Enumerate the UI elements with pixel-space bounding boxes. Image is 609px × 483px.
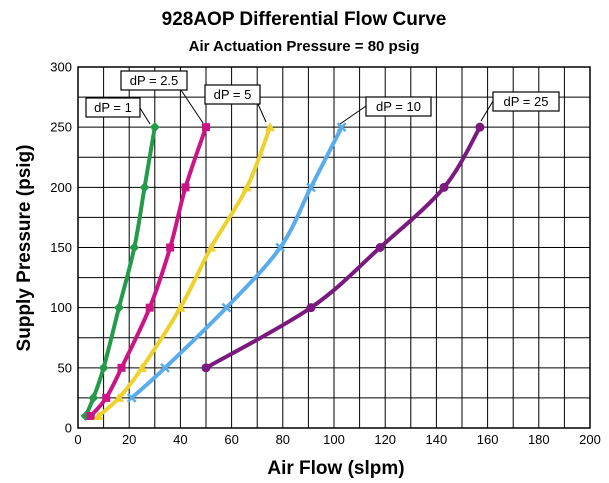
data-point xyxy=(439,182,449,192)
series-3 xyxy=(93,122,275,420)
label-box xyxy=(120,70,188,91)
series-4 xyxy=(126,122,347,403)
label-leader-line xyxy=(339,105,367,125)
data-point xyxy=(88,392,99,403)
y-tick-label: 50 xyxy=(58,360,72,375)
series-label-2: dP = 2.5 xyxy=(120,70,204,124)
y-tick-label: 300 xyxy=(50,60,72,75)
series-line xyxy=(96,125,272,418)
series-labels: dP = 1 dP = 2.5 dP = 5 dP = 10 dP = 25 xyxy=(85,70,560,125)
label-leader-line xyxy=(480,100,494,122)
series-label-3: dP = 5 xyxy=(204,84,267,123)
data-point xyxy=(475,122,485,132)
chart-title: 928AOP Differential Flow Curve xyxy=(162,9,447,30)
y-tick-label: 200 xyxy=(50,180,72,195)
data-point xyxy=(166,243,175,252)
data-point xyxy=(336,122,347,133)
x-axis-label: Air Flow (slpm) xyxy=(267,458,404,479)
plot-grid xyxy=(77,66,591,429)
label-box xyxy=(85,97,141,118)
data-point xyxy=(149,122,160,133)
series-name: dP = 5 xyxy=(214,87,252,102)
x-tick-label: 180 xyxy=(528,432,550,447)
label-leader-line xyxy=(180,89,204,124)
y-axis-label: Supply Pressure (psig) xyxy=(14,145,35,352)
series-label-4: dP = 10 xyxy=(339,96,432,125)
x-tick-label: 160 xyxy=(477,432,499,447)
x-tick-label: 0 xyxy=(74,432,81,447)
data-point xyxy=(139,182,150,193)
data-point xyxy=(306,182,316,193)
y-tick-label: 150 xyxy=(50,240,72,255)
data-point xyxy=(206,242,217,252)
data-point xyxy=(93,410,104,420)
data-point xyxy=(98,362,109,373)
data-point xyxy=(113,302,124,313)
data-point xyxy=(129,242,140,253)
data-point xyxy=(102,393,111,402)
data-point xyxy=(201,363,211,373)
x-tick-label: 120 xyxy=(374,432,396,447)
data-point xyxy=(221,302,232,313)
axis-ticks: 0 20 40 60 80 100 120 140 160 180 200 0 50 100 150 200 2… xyxy=(50,60,601,448)
label-leader-line xyxy=(257,103,267,123)
series-name: dP = 2.5 xyxy=(130,73,179,88)
series-name: dP = 10 xyxy=(376,99,421,114)
data-point xyxy=(241,182,252,192)
data-point xyxy=(160,362,170,373)
x-tick-label: 60 xyxy=(224,432,238,447)
x-tick-label: 40 xyxy=(173,432,187,447)
data-point xyxy=(202,123,210,132)
label-box xyxy=(492,91,560,112)
y-tick-label: 100 xyxy=(50,300,72,315)
label-box xyxy=(365,96,432,117)
series-1 xyxy=(80,122,160,421)
label-leader-line xyxy=(139,107,151,125)
data-point xyxy=(145,303,154,312)
data-point xyxy=(137,362,147,372)
data-point xyxy=(86,411,95,420)
series-2 xyxy=(86,123,210,420)
series-name: dP = 25 xyxy=(504,94,549,109)
series-line xyxy=(129,125,344,400)
series-label-5: dP = 25 xyxy=(480,91,560,122)
series-5 xyxy=(201,122,485,373)
data-point xyxy=(306,303,316,313)
y-tick-label: 250 xyxy=(50,120,72,135)
x-tick-label: 20 xyxy=(122,432,136,447)
y-tick-label: 0 xyxy=(65,421,72,436)
series-name: dP = 1 xyxy=(94,100,132,115)
data-point xyxy=(117,363,126,372)
data-point xyxy=(126,393,137,403)
data-point xyxy=(181,183,190,192)
data-point xyxy=(375,243,385,252)
data-series xyxy=(80,122,485,421)
chart-subtitle: Air Actuation Pressure = 80 psig xyxy=(189,38,420,55)
x-tick-label: 140 xyxy=(426,432,448,447)
x-tick-label: 200 xyxy=(579,432,601,447)
label-box xyxy=(204,84,261,105)
data-point xyxy=(265,122,275,132)
series-label-1: dP = 1 xyxy=(85,97,151,125)
x-tick-label: 80 xyxy=(276,432,290,447)
plot-frame xyxy=(77,66,591,429)
x-tick-label: 100 xyxy=(323,432,345,447)
data-point xyxy=(275,242,286,253)
data-point xyxy=(175,302,186,312)
data-point xyxy=(113,392,124,402)
